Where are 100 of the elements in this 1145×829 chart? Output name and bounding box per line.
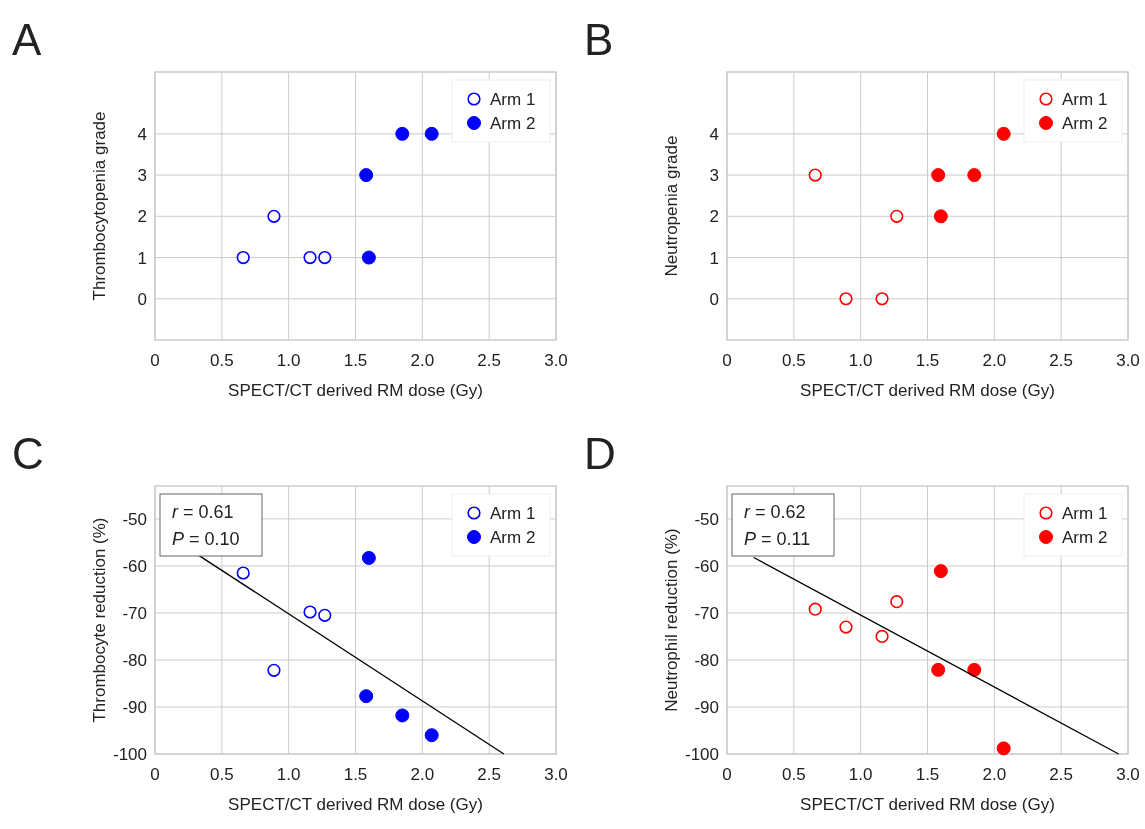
point [933,564,948,579]
point [967,662,982,677]
y-axis-title: Neutropenia grade [662,135,681,277]
y-tick-label: 1 [709,248,719,268]
x-tick-label: 3.0 [1116,765,1140,784]
x-tick-label: 1.5 [343,765,368,784]
point [361,550,376,565]
y-tick-label: 3 [709,166,719,186]
x-tick-label: 1.0 [276,351,301,370]
point [890,209,904,223]
legend-label: Arm 1 [490,90,536,109]
x-tick-label: 3.0 [1116,351,1140,370]
point [236,250,250,265]
point [303,605,317,619]
legend-label: Arm 1 [490,504,536,523]
x-tick-label: 2.5 [477,351,501,370]
point [303,250,317,265]
point [318,250,332,265]
legend-label: Arm 2 [1062,114,1108,133]
point [359,168,374,183]
point [996,741,1011,756]
annotation: P = 0.10 [172,529,240,549]
x-tick-label: 1.0 [848,765,873,784]
point [931,662,946,677]
y-axis-title: Thrombocyte reduction (%) [90,517,109,723]
y-tick-label: 3 [137,166,147,186]
x-tick-label: 1.0 [276,765,301,784]
x-axis-title: SPECT/CT derived RM dose (Gy) [228,381,483,400]
point [931,168,946,183]
y-axis-title: Neutrophil reduction (%) [662,528,681,712]
y-tick-label: -70 [694,603,719,623]
x-tick-label: 0 [150,351,160,370]
annotation: r = 0.62 [744,502,806,522]
x-axis-title: SPECT/CT derived RM dose (Gy) [228,795,483,814]
y-tick-label: 0 [137,289,147,309]
point [424,728,439,743]
x-tick-label: 1.5 [343,351,368,370]
legend-label: Arm 2 [1062,528,1108,547]
point [359,689,374,704]
point [318,608,332,622]
point [890,595,904,609]
chart-title: B [584,15,614,64]
y-tick-label: -80 [694,650,719,670]
y-tick-label: -60 [694,556,719,576]
point [395,708,410,723]
point [395,126,410,141]
y-tick-label: 1 [137,248,147,268]
legend-label: Arm 1 [1062,504,1108,523]
x-tick-label: 2.5 [1049,351,1073,370]
x-tick-label: 0.5 [782,765,806,784]
chart-title: C [12,429,44,478]
x-tick-label: 3.0 [544,765,568,784]
y-tick-label: 4 [137,124,147,144]
legend-label: Arm 2 [490,114,536,133]
x-tick-label: 2.0 [410,765,435,784]
legend-label: Arm 2 [490,528,536,547]
y-tick-label: -70 [122,603,147,623]
x-tick-label: 1.5 [915,765,940,784]
y-tick-label: -90 [122,697,147,717]
x-tick-label: 0.5 [210,351,234,370]
x-tick-label: 0 [722,765,732,784]
point [808,602,822,616]
legend-label: Arm 1 [1062,90,1108,109]
point [875,292,889,306]
point [424,126,439,141]
y-tick-label: -100 [112,745,147,764]
point [996,126,1011,141]
y-tick-label: -100 [684,745,719,764]
point [839,292,853,306]
y-tick-label: 4 [709,124,719,144]
x-tick-label: 0.5 [210,765,234,784]
point [267,663,281,677]
point [967,168,982,183]
annotation: P = 0.11 [744,529,811,549]
y-tick-label: -80 [122,650,147,670]
point [267,209,281,223]
x-tick-label: 0 [722,351,732,370]
x-axis-title: SPECT/CT derived RM dose (Gy) [800,381,1055,400]
point [236,566,250,580]
x-tick-label: 1.5 [915,351,940,370]
point [808,168,822,182]
point [933,209,948,224]
y-tick-label: 0 [709,289,719,309]
y-tick-label: 2 [137,207,147,227]
x-tick-label: 2.0 [982,765,1007,784]
y-tick-label: -50 [694,509,719,529]
x-tick-label: 0.5 [782,351,806,370]
annotation: r = 0.61 [172,502,234,522]
chart-title: D [584,429,616,478]
y-tick-label: -50 [122,509,147,529]
chart-title: A [12,15,42,64]
x-tick-label: 1.0 [848,351,873,370]
x-tick-label: 2.0 [982,351,1007,370]
x-axis-title: SPECT/CT derived RM dose (Gy) [800,795,1055,814]
y-tick-label: 2 [709,207,719,227]
x-tick-label: 2.5 [477,765,501,784]
point [875,629,889,644]
y-tick-label: -90 [694,697,719,717]
y-axis-title: Thrombocytopenia grade [90,111,109,301]
x-tick-label: 2.0 [410,351,435,370]
